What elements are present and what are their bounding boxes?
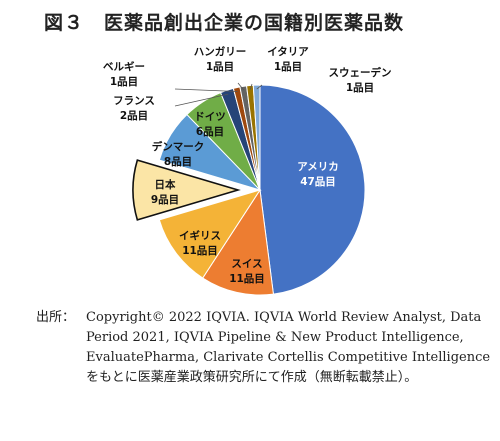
slice-label-デンマーク: デンマーク	[152, 140, 205, 153]
leader-line-ベルギー	[174, 88, 238, 92]
slice-value-デンマーク: 8品目	[164, 156, 192, 168]
slice-value-アメリカ: 47品目	[300, 176, 336, 188]
slice-label-日本: 日本	[155, 178, 176, 191]
slice-value-ドイツ: 6品目	[196, 126, 224, 138]
source-text: Copyright© 2022 IQVIA. IQVIA World Revie…	[86, 310, 491, 385]
source-label: 出所：	[36, 310, 76, 325]
leader-line-フランス	[174, 93, 229, 107]
slice-label-ドイツ: ドイツ	[194, 111, 226, 123]
chart-title: 図３ 医薬品創出企業の国籍別医薬品数	[44, 12, 405, 34]
slice-label-ハンガリー: ハンガリー	[194, 45, 247, 58]
source-note: 出所： Copyright© 2022 IQVIA. IQVIA World R…	[36, 308, 494, 388]
slice-value-イタリア: 1品目	[274, 61, 302, 73]
pie-slice-スウェーデン	[252, 84, 261, 191]
slice-label-アメリカ: アメリカ	[297, 161, 338, 173]
slice-value-イギリス: 11品目	[182, 245, 218, 257]
slice-value-ハンガリー: 1品目	[206, 61, 234, 73]
slice-value-日本: 9品目	[151, 194, 179, 206]
pie-slice-スイス	[202, 188, 274, 296]
slice-value-フランス: 2品目	[120, 110, 148, 122]
leader-line-ハンガリー	[237, 82, 245, 91]
slice-label-スウェーデン: スウェーデン	[329, 66, 392, 79]
pie-slices	[132, 84, 366, 296]
pie-slice-イギリス	[158, 189, 262, 279]
slice-label-ベルギー: ベルギー	[103, 60, 145, 73]
slice-label-イギリス: イギリス	[179, 229, 221, 242]
pie-slice-日本	[132, 159, 241, 221]
slice-label-イタリア: イタリア	[267, 46, 309, 58]
leader-lines	[174, 82, 263, 107]
slice-value-スイス: 11品目	[229, 273, 265, 285]
slice-label-フランス: フランス	[113, 95, 155, 107]
slice-value-スウェーデン: 1品目	[346, 82, 374, 94]
pie-slice-アメリカ	[259, 84, 366, 295]
leader-line-スウェーデン	[256, 84, 263, 90]
slice-label-スイス: スイス	[231, 258, 262, 270]
leader-line-イタリア	[249, 83, 253, 90]
slice-value-ベルギー: 1品目	[110, 76, 138, 88]
